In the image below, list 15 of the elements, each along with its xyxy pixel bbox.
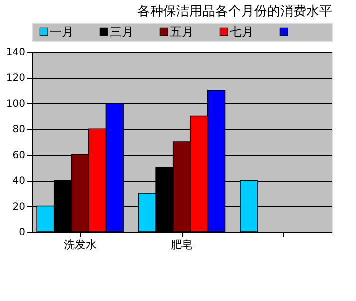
chart-title: 各种保洁用品各个月份的消费水平 (138, 4, 332, 20)
y-tick-label: 140 (6, 48, 26, 58)
legend-label: 一月 (50, 25, 74, 39)
legend-label: 五月 (170, 25, 194, 39)
x-tick-label: 肥皂 (171, 238, 193, 252)
y-tick-label: 100 (6, 98, 26, 110)
legend-label: 七月 (230, 25, 254, 39)
y-tick-label: 40 (12, 176, 26, 188)
legend-label: 三月 (110, 25, 134, 39)
y-tick-label: 0 (19, 228, 26, 238)
y-tick-label: 120 (6, 73, 26, 84)
x-tick-label: 洗发水 (64, 238, 97, 252)
y-tick-label: 20 (12, 202, 26, 213)
y-tick-label: 80 (12, 124, 26, 136)
y-tick-label: 60 (12, 150, 26, 162)
